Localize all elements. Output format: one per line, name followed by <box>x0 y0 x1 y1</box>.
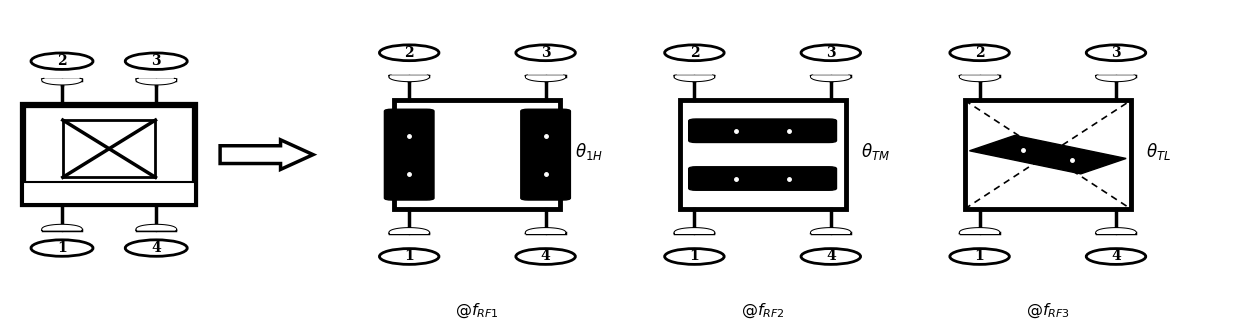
Text: $@f_{RF3}$: $@f_{RF3}$ <box>1025 302 1070 320</box>
Bar <box>965 100 1131 209</box>
Text: $\theta_{1H}$: $\theta_{1H}$ <box>575 141 604 162</box>
Text: 4: 4 <box>826 249 836 264</box>
Polygon shape <box>970 136 1126 174</box>
Polygon shape <box>527 76 564 80</box>
Text: 4: 4 <box>1111 249 1121 264</box>
Polygon shape <box>676 76 713 80</box>
Polygon shape <box>527 229 564 233</box>
Circle shape <box>801 249 861 265</box>
Circle shape <box>1086 249 1146 265</box>
Polygon shape <box>138 226 175 230</box>
FancyBboxPatch shape <box>521 109 570 200</box>
Text: 2: 2 <box>57 54 67 68</box>
Text: 3: 3 <box>1111 46 1121 60</box>
Polygon shape <box>138 80 175 84</box>
Text: 1: 1 <box>57 241 67 255</box>
Bar <box>680 100 846 209</box>
FancyBboxPatch shape <box>688 167 837 190</box>
FancyBboxPatch shape <box>688 119 837 142</box>
Bar <box>22 182 196 204</box>
Circle shape <box>31 240 93 256</box>
Text: 3: 3 <box>151 54 161 68</box>
Polygon shape <box>221 140 312 169</box>
Circle shape <box>125 240 187 256</box>
Polygon shape <box>43 80 81 84</box>
Circle shape <box>516 45 575 61</box>
Text: 1: 1 <box>404 249 414 264</box>
FancyBboxPatch shape <box>384 109 434 200</box>
Circle shape <box>1086 45 1146 61</box>
Text: $\theta_{TL}$: $\theta_{TL}$ <box>1146 141 1171 162</box>
Polygon shape <box>676 229 713 233</box>
Circle shape <box>665 249 724 265</box>
Text: 2: 2 <box>404 46 414 60</box>
Circle shape <box>31 53 93 69</box>
Text: 3: 3 <box>826 46 836 60</box>
Polygon shape <box>961 76 998 80</box>
Text: 1: 1 <box>689 249 699 264</box>
Circle shape <box>379 249 439 265</box>
Polygon shape <box>391 229 428 233</box>
Polygon shape <box>43 226 81 230</box>
Bar <box>63 120 155 177</box>
Text: 2: 2 <box>689 46 699 60</box>
Text: 4: 4 <box>541 249 551 264</box>
Circle shape <box>950 45 1009 61</box>
Circle shape <box>665 45 724 61</box>
Polygon shape <box>1097 76 1135 80</box>
Polygon shape <box>812 76 849 80</box>
Text: 4: 4 <box>151 241 161 255</box>
Text: $@f_{RF2}$: $@f_{RF2}$ <box>740 302 785 320</box>
Polygon shape <box>812 229 849 233</box>
Polygon shape <box>961 229 998 233</box>
Text: $\theta_{TM}$: $\theta_{TM}$ <box>861 141 889 162</box>
Circle shape <box>801 45 861 61</box>
Circle shape <box>950 249 1009 265</box>
Bar <box>22 105 196 204</box>
Bar <box>394 100 560 209</box>
Text: 2: 2 <box>975 46 985 60</box>
Circle shape <box>125 53 187 69</box>
Polygon shape <box>391 76 428 80</box>
Polygon shape <box>1097 229 1135 233</box>
Text: 1: 1 <box>975 249 985 264</box>
Circle shape <box>516 249 575 265</box>
Circle shape <box>379 45 439 61</box>
Text: $@f_{RF1}$: $@f_{RF1}$ <box>455 302 500 320</box>
Text: 3: 3 <box>541 46 551 60</box>
